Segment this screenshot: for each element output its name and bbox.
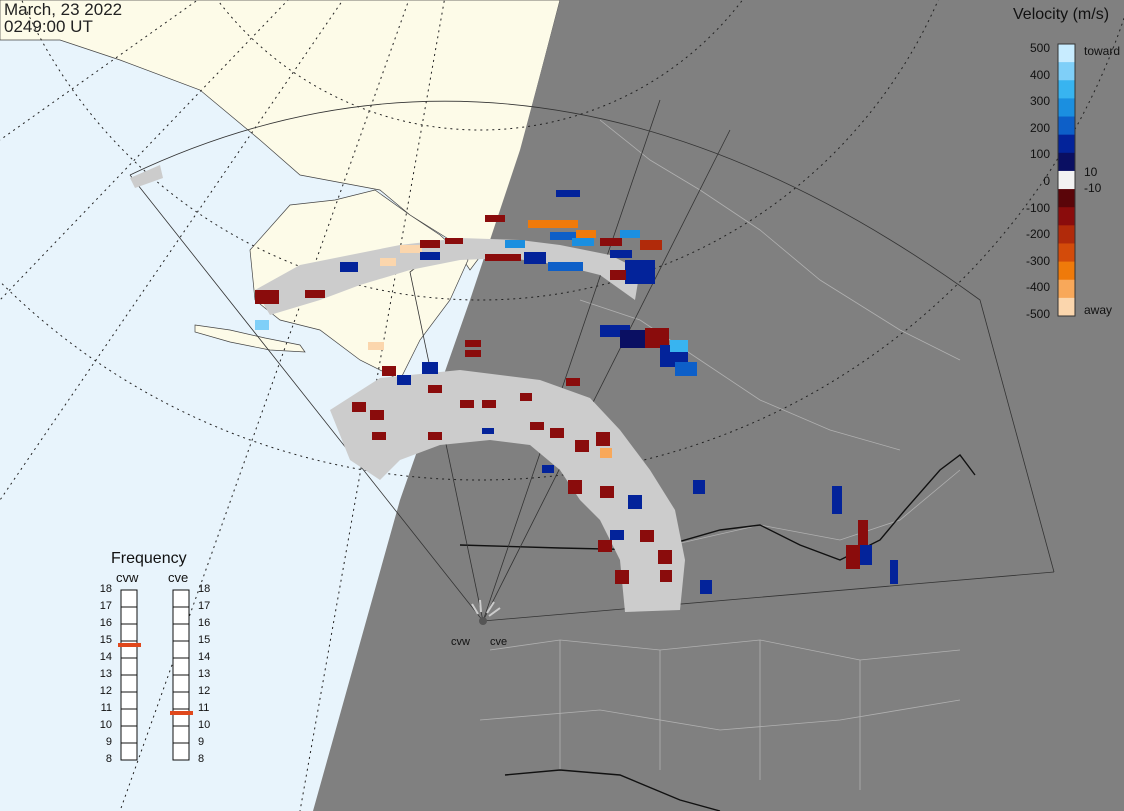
frequency-tick: 11: [198, 702, 210, 714]
timestamp-time: 0249:00 UT: [4, 17, 93, 36]
colorbar-swatch: [1058, 44, 1075, 63]
velocity-tick: 300: [1029, 94, 1050, 109]
frequency-tick: 13: [198, 668, 211, 680]
velocity-legend-title: Velocity (m/s): [1013, 6, 1110, 23]
colorbar-swatch: [1058, 297, 1075, 317]
toward-label: toward: [1084, 44, 1121, 58]
colorbar-swatch: [1058, 98, 1075, 118]
frequency-radar-cvw: cvw: [116, 570, 139, 585]
colorbar-swatch: [1058, 80, 1075, 99]
frequency-tick: 15: [99, 634, 112, 646]
frequency-tick: 18: [99, 583, 112, 595]
frequency-tick: 17: [198, 600, 211, 612]
frequency-tick: 11: [100, 702, 112, 714]
frequency-markers: [118, 643, 193, 715]
colorbar-swatch: [1058, 261, 1075, 281]
colorbar-swatch: [1058, 225, 1075, 244]
aleutian-peninsula: [194, 324, 306, 353]
frequency-tick: 15: [198, 634, 211, 646]
frequency-tick: 9: [198, 736, 205, 748]
velocity-tick: -300: [1025, 253, 1050, 268]
colorbar-swatch: [1058, 62, 1075, 81]
frequency-marker-cve: [170, 711, 193, 715]
frequency-tick: 8: [105, 753, 112, 765]
colorbar-swatch: [1058, 170, 1075, 190]
frequency-title: Frequency: [111, 550, 187, 567]
colorbar-frame: [1057, 43, 1076, 317]
frequency-tick: 17: [99, 600, 112, 612]
velocity-tick: 400: [1029, 67, 1050, 82]
frequency-marker-cvw: [118, 643, 141, 647]
colorbar-swatch: [1058, 134, 1075, 154]
frequency-tick: 12: [99, 685, 112, 697]
velocity-tick: 0: [1043, 174, 1050, 188]
velocity-tick: -400: [1025, 280, 1050, 295]
velocity-cells: [255, 190, 898, 594]
frequency-tick: 9: [105, 736, 112, 748]
frequency-tick: 10: [198, 719, 211, 731]
inner-label-pos: 10: [1084, 165, 1098, 179]
colorbar-swatch: [1058, 279, 1075, 299]
velocity-tick: 100: [1029, 147, 1050, 162]
frequency-tick: 10: [99, 719, 112, 731]
timestamp-date: March, 23 2022: [4, 0, 123, 19]
velocity-tick: -500: [1025, 307, 1050, 321]
colorbar-swatch: [1058, 152, 1075, 172]
frequency-tick: 14: [198, 651, 211, 663]
frequency-radar-cve: cve: [168, 570, 189, 585]
velocity-tick: -100: [1025, 200, 1050, 215]
colorbar-swatch: [1058, 243, 1075, 263]
frequency-tick: 12: [198, 685, 211, 697]
velocity-tick: 200: [1029, 120, 1050, 135]
radar-label-cvw: cvw: [451, 636, 470, 648]
frequency-tick: 14: [99, 651, 112, 663]
colorbar-swatch: [1058, 207, 1075, 226]
radar-site-marker: [471, 599, 501, 625]
velocity-tick: -200: [1025, 227, 1050, 242]
frequency-tick: 8: [198, 753, 205, 765]
frequency-tick: 16: [99, 617, 112, 629]
night-side: [313, 0, 1124, 811]
velocity-colorbar: [1057, 43, 1076, 317]
frequency-scales: [120, 589, 190, 761]
away-label: away: [1084, 303, 1113, 317]
frequency-tick: 18: [198, 583, 211, 595]
frequency-tick: 16: [198, 617, 211, 629]
colorbar-swatch: [1058, 189, 1075, 208]
velocity-tick: 500: [1029, 41, 1050, 55]
frequency-tick: 13: [99, 668, 112, 680]
colorbar-swatch: [1058, 116, 1075, 136]
inner-label-neg: -10: [1084, 181, 1102, 195]
radar-label-cve: cve: [490, 636, 508, 648]
